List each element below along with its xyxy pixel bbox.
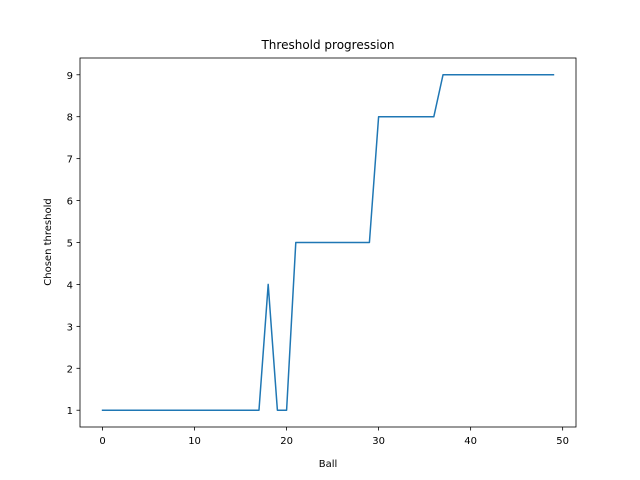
y-tick-label: 8 [67,113,73,124]
x-tick-label: 40 [464,436,477,447]
x-axis-label: Ball [319,459,338,470]
y-tick-label: 1 [67,406,73,417]
y-tick-label: 4 [67,280,73,291]
x-tick-label: 0 [99,436,105,447]
plot-area: 0 10 20 30 40 50 1 2 3 4 5 6 7 8 9 [67,71,569,447]
x-tick-label: 30 [372,436,385,447]
chart-title: Threshold progression [260,38,394,52]
y-tick-label: 6 [67,197,73,208]
y-tick-label: 2 [67,364,73,375]
y-tick-label: 7 [67,155,73,166]
y-tick-label: 5 [67,239,73,250]
y-tick-label: 9 [67,71,73,82]
x-tick-label: 20 [280,436,293,447]
x-tick-label: 10 [188,436,201,447]
y-tick-label: 3 [67,322,73,333]
x-tick-label: 50 [556,436,569,447]
y-axis-label: Chosen threshold [43,198,54,285]
series-line-0 [101,74,555,411]
axes-frame [79,57,577,428]
